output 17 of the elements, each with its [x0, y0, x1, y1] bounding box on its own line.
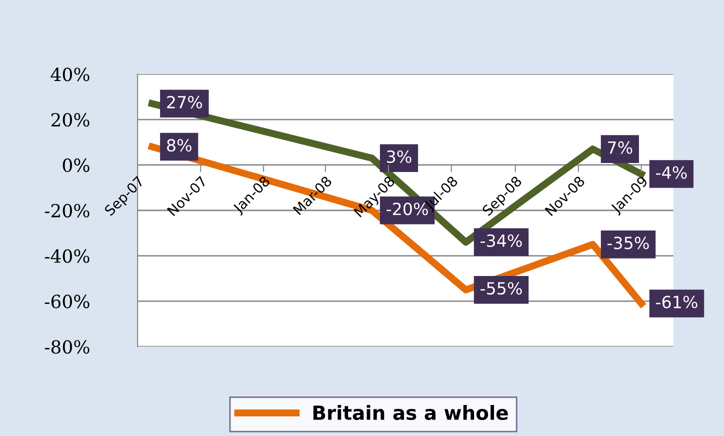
- y-tick-label: -40%: [44, 249, 90, 263]
- legend-label: Britain as a whole: [313, 404, 508, 420]
- data-label: -4%: [656, 166, 687, 179]
- data-label: 8%: [167, 139, 192, 152]
- data-label: -34%: [480, 234, 522, 247]
- data-label: 3%: [387, 150, 412, 163]
- y-tick-label: -80%: [44, 340, 90, 354]
- data-label: 7%: [608, 141, 632, 154]
- y-tick-label: 40%: [50, 68, 90, 82]
- data-label: -55%: [480, 282, 522, 295]
- y-tick-label: 20%: [51, 112, 90, 127]
- y-tick-label: -20%: [44, 204, 90, 218]
- y-tick-label: 0%: [62, 158, 90, 172]
- data-label: 27%: [167, 96, 202, 108]
- y-tick-label: -60%: [44, 294, 90, 308]
- data-label: -35%: [608, 236, 649, 250]
- data-label: -61%: [656, 296, 698, 308]
